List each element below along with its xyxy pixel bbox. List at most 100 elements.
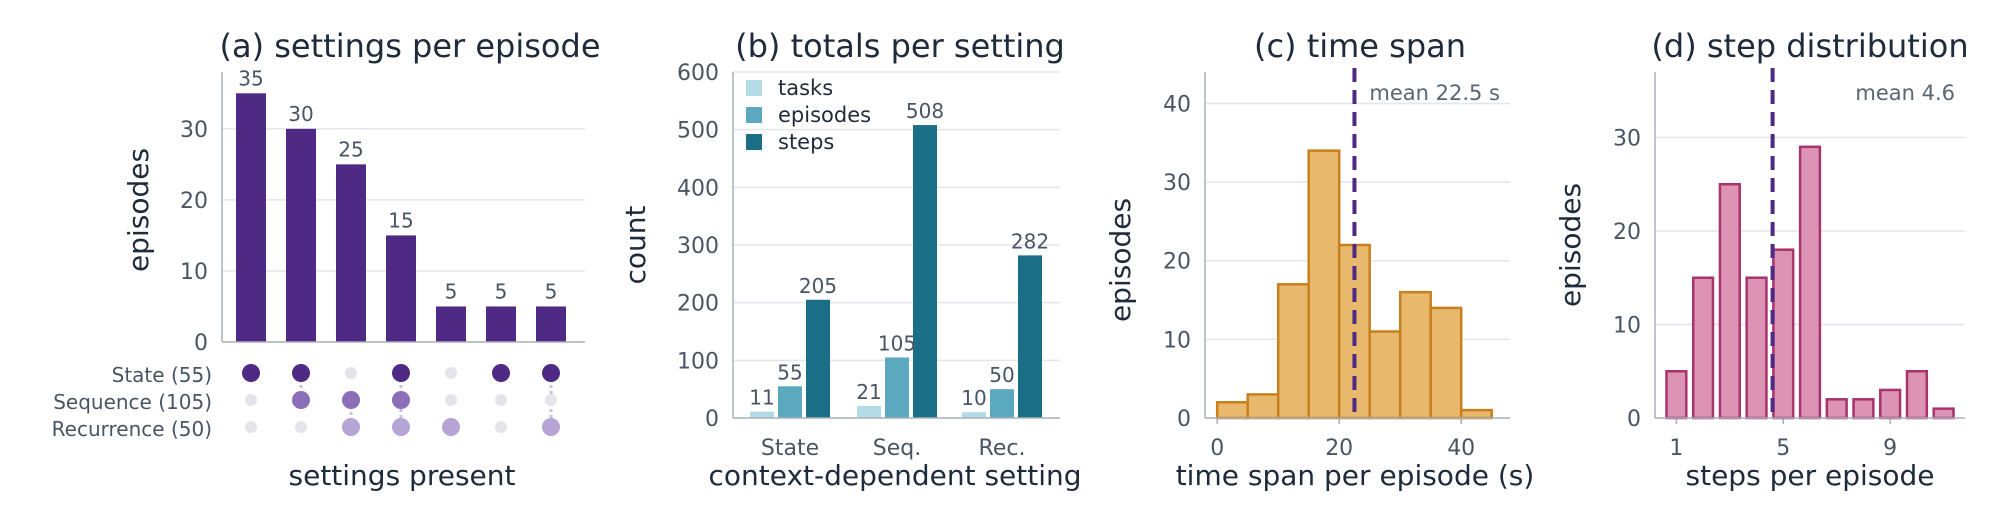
panel-a-title: (a) settings per episode [220, 27, 601, 65]
panel-c-xtick-1: 20 [1325, 436, 1353, 461]
panel-b-ytick-5: 500 [677, 119, 719, 144]
panel-b: (b) totals per setting count context-dep… [619, 27, 1082, 492]
panel-b-xlabel: context-dependent setting [708, 459, 1081, 492]
panel-c-xlabel: time span per episode (s) [1176, 459, 1535, 492]
bar-a-2 [336, 164, 366, 342]
panel-c-title: (c) time span [1254, 27, 1466, 65]
hist-bar-d-9 [1905, 369, 1929, 420]
panel-c-xtick-0: 0 [1210, 436, 1224, 461]
panel-a-bars [236, 93, 566, 342]
panel-c-ytick-2: 20 [1163, 250, 1191, 275]
data-label-a-3: 15 [388, 208, 413, 232]
matrix-dot-5-2 [495, 421, 507, 433]
matrix-dot-3-0 [392, 364, 410, 382]
matrix-dot-3-2 [392, 418, 410, 436]
legend-swatch-tasks [746, 80, 762, 96]
panel-a-membership-matrix [242, 364, 560, 436]
hist-bar-d-10 [1932, 407, 1955, 420]
hist-bar-c-5 [1368, 330, 1402, 420]
set-name-recurrence: Recurrence (50) [52, 417, 212, 441]
hist-bar-d-0 [1665, 369, 1688, 420]
panel-b-title: (b) totals per setting [735, 27, 1065, 65]
matrix-dot-1-1 [292, 391, 310, 409]
panel-d-ytick-0: 0 [1627, 407, 1641, 432]
bar-a-3 [386, 235, 416, 342]
data-label-a-4: 5 [445, 279, 458, 303]
panel-a-set-names: State (55) Sequence (105) Recurrence (50… [52, 363, 212, 441]
hist-bar-c-6 [1398, 290, 1432, 420]
panel-b-xtick-2: Rec. [979, 436, 1026, 461]
panel-c-mean-label: mean 22.5 s [1369, 81, 1500, 105]
panel-c-ytick-1: 10 [1163, 328, 1191, 353]
data-label-b-episodes-0: 55 [777, 360, 802, 384]
panel-d-ytick-3: 30 [1613, 126, 1641, 151]
matrix-dot-2-2 [342, 418, 360, 436]
panel-b-ytick-3: 300 [677, 234, 719, 259]
data-label-b-steps-0: 205 [799, 274, 837, 298]
legend-swatch-steps [746, 134, 762, 150]
hist-bar-d-4 [1772, 248, 1795, 420]
panel-d: (d) step distribution episodes steps per… [1554, 27, 1969, 492]
legend-label-steps: steps [778, 130, 834, 154]
legend-label-tasks: tasks [778, 76, 833, 100]
matrix-dot-6-1 [545, 394, 557, 406]
data-label-b-tasks-2: 10 [961, 386, 986, 410]
matrix-dot-6-2 [542, 418, 560, 436]
legend-label-episodes: episodes [778, 103, 871, 127]
matrix-dot-1-2 [295, 421, 307, 433]
hist-bar-c-1 [1246, 393, 1280, 420]
panel-c-xticks: 0 20 40 [1210, 418, 1475, 461]
matrix-dot-4-1 [445, 394, 457, 406]
hist-bar-d-7 [1852, 398, 1875, 420]
set-name-sequence: Sequence (105) [53, 390, 212, 414]
panel-b-bars [750, 125, 1042, 418]
panel-b-ytick-4: 400 [677, 176, 719, 201]
panel-b-legend: tasks episodes steps [746, 76, 871, 154]
legend-swatch-episodes [746, 107, 762, 123]
data-label-a-2: 25 [338, 137, 363, 161]
bar-a-6 [536, 306, 566, 342]
matrix-dot-5-0 [492, 364, 510, 382]
panel-d-ytick-2: 20 [1613, 220, 1641, 245]
data-label-a-0: 35 [238, 66, 263, 90]
bar-b-episodes-2 [990, 389, 1014, 418]
panel-b-ytick-2: 200 [677, 292, 719, 317]
matrix-dot-4-2 [442, 418, 460, 436]
bar-a-5 [486, 306, 516, 342]
panel-c-ytick-4: 40 [1163, 92, 1191, 117]
panel-b-grid [733, 71, 1060, 362]
data-label-a-1: 30 [288, 102, 313, 126]
panel-a-ytick-0: 0 [194, 331, 208, 356]
panel-a-ytick-3: 30 [180, 118, 208, 143]
hist-bar-d-8 [1879, 388, 1902, 420]
panel-b-yticks: 0 100 200 300 400 500 600 [677, 61, 719, 432]
bar-a-4 [436, 306, 466, 342]
panel-a-yticks: 0 10 20 30 [180, 118, 208, 356]
bar-b-tasks-1 [857, 405, 881, 418]
panel-d-ytick-1: 10 [1613, 313, 1641, 338]
data-label-a-6: 5 [545, 279, 558, 303]
panel-a: (a) settings per episode episodes settin… [52, 27, 601, 492]
bar-a-0 [236, 93, 266, 342]
panel-b-xticks: State Seq. Rec. [761, 436, 1026, 461]
panel-c-xtick-2: 40 [1447, 436, 1475, 461]
hist-bar-d-2 [1718, 182, 1741, 420]
data-label-b-steps-2: 282 [1011, 229, 1049, 253]
bar-b-tasks-2 [962, 412, 986, 418]
panel-a-value-labels: 35 30 25 15 5 5 5 [238, 66, 557, 303]
data-label-b-tasks-0: 11 [749, 386, 774, 410]
panel-a-ytick-1: 10 [180, 260, 208, 285]
bar-b-episodes-0 [778, 386, 802, 418]
data-label-b-steps-1: 508 [906, 99, 944, 123]
panel-b-xtick-0: State [761, 436, 819, 461]
panel-d-ylabel: episodes [1554, 183, 1587, 307]
panel-c-ytick-0: 0 [1177, 407, 1191, 432]
hist-bar-c-2 [1276, 283, 1310, 420]
panel-a-xlabel: settings present [289, 459, 516, 492]
matrix-dot-2-0 [345, 367, 357, 379]
bar-a-1 [286, 128, 316, 342]
panel-b-xtick-1: Seq. [873, 436, 921, 461]
set-name-state: State (55) [112, 363, 212, 387]
matrix-dot-6-0 [542, 364, 560, 382]
